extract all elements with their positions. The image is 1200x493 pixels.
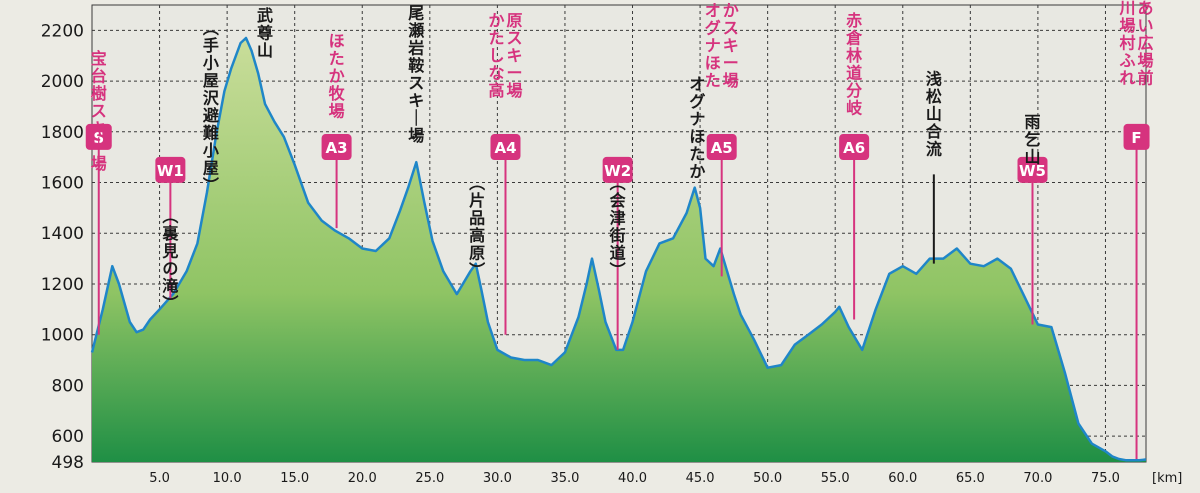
checkpoint-label: ︵会津街道︶ xyxy=(609,173,626,279)
checkpoint-id-S: S xyxy=(93,129,104,147)
x-tick-label: 10.0 xyxy=(213,471,242,486)
y-tick-label: 1800 xyxy=(41,123,84,143)
x-tick-label: 30.0 xyxy=(483,471,512,486)
checkpoint-label: 川場村ふれあい広場前 xyxy=(1119,0,1154,87)
checkpoint-label: ︵裏見の滝︶ xyxy=(161,206,179,313)
checkpoint-box-A5 xyxy=(706,134,737,161)
x-tick-label: 60.0 xyxy=(888,471,917,486)
checkpoint-id-F: F xyxy=(1131,129,1141,147)
checkpoint-id-A5: A5 xyxy=(711,139,733,157)
checkpoint-box-A4 xyxy=(490,134,521,161)
checkpoint-label: 雨乞山 xyxy=(1024,113,1040,167)
checkpoint-box-S xyxy=(85,123,112,150)
checkpoint-label: オグナほたか xyxy=(689,74,705,181)
checkpoint-box-F xyxy=(1123,123,1150,150)
x-tick-label: 15.0 xyxy=(280,471,309,486)
checkpoint-id-A6: A6 xyxy=(843,139,865,157)
elevation-line xyxy=(90,36,1147,462)
x-tick-label: 50.0 xyxy=(753,471,782,486)
x-tick-label: 25.0 xyxy=(415,471,444,486)
y-tick-label: 600 xyxy=(52,427,84,447)
y-tick-label: 800 xyxy=(52,376,84,396)
checkpoint-box-W1 xyxy=(155,156,186,183)
x-tick-label: 40.0 xyxy=(618,471,647,486)
checkpoint-label: 尾瀬岩鞍スキ｜場 xyxy=(407,3,424,145)
checkpoint-box-W2 xyxy=(602,156,633,183)
checkpoint-box-A3 xyxy=(321,134,352,161)
checkpoint-box-W5 xyxy=(1017,156,1048,183)
y-tick-label: 1000 xyxy=(41,326,84,346)
checkpoint-label: 浅松山合流 xyxy=(926,69,943,158)
x-tick-label: 65.0 xyxy=(956,471,985,486)
checkpoint-labels: 宝台樹スキ｜場 ︵裏見の滝︶ ︵手小屋沢避難小屋︶ 武尊山 ほたか牧場 尾瀬岩鞍スキ｜場 か… xyxy=(91,0,1154,313)
checkpoint-box-A6 xyxy=(839,134,870,161)
x-axis-unit: [km] xyxy=(1152,471,1182,486)
x-tick-label: 45.0 xyxy=(686,471,715,486)
checkpoint-label: ︵片品高原︶ xyxy=(469,173,485,279)
checkpoint-label: ほたか牧場 xyxy=(329,31,346,120)
checkpoint-label: 赤倉林道分岐 xyxy=(845,11,863,118)
checkpoint-label: かたしな高原スキー場 xyxy=(488,11,522,100)
checkpoint-label: オグナほたかスキー場 xyxy=(705,1,739,90)
x-tick-label: 5.0 xyxy=(149,471,170,486)
checkpoint-label: 武尊山 xyxy=(257,6,273,60)
checkpoint-markers: S W1 A3 A4 W2 A5 A6 W5 F xyxy=(85,123,1150,459)
checkpoint-label: ︵手小屋沢避難小屋︶ xyxy=(203,19,220,196)
y-tick-label: 1400 xyxy=(41,224,84,244)
y-tick-label: 2000 xyxy=(41,72,84,92)
checkpoint-id-A4: A4 xyxy=(494,139,516,157)
y-tick-label: 1200 xyxy=(41,275,84,295)
y-tick-label: 1600 xyxy=(41,174,84,194)
checkpoint-id-W2: W2 xyxy=(604,162,631,180)
checkpoint-label: 宝台樹スキ｜場 xyxy=(91,49,107,173)
checkpoint-id-A3: A3 xyxy=(326,139,348,157)
y-tick-label: 498 xyxy=(52,453,84,473)
y-tick-label: 2200 xyxy=(41,21,84,41)
checkpoint-id-W1: W1 xyxy=(157,162,184,180)
x-tick-label: 20.0 xyxy=(348,471,377,486)
x-tick-label: 55.0 xyxy=(821,471,850,486)
y-axis-ticks: 498 600 800 1000 1200 1400 1600 1800 2000 2200 xyxy=(41,21,84,473)
x-tick-label: 75.0 xyxy=(1091,471,1120,486)
x-tick-label: 35.0 xyxy=(550,471,579,486)
x-tick-label: 70.0 xyxy=(1023,471,1052,486)
x-axis-ticks: 5.0 10.0 15.0 20.0 25.0 30.0 35.0 40.0 45.0 50.0 5… xyxy=(149,471,1120,486)
checkpoint-id-W5: W5 xyxy=(1019,162,1046,180)
elevation-area xyxy=(92,38,1146,462)
